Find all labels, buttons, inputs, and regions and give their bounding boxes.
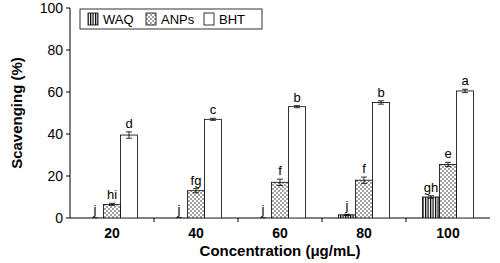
- bar: [104, 204, 121, 218]
- y-tick: [66, 176, 70, 177]
- significance-letter: f: [362, 161, 366, 176]
- error-bar: [260, 218, 266, 219]
- y-tick: [66, 218, 70, 219]
- legend-label: ANPs: [161, 12, 195, 27]
- significance-letter: gh: [424, 180, 438, 195]
- bar: [289, 107, 306, 218]
- x-tick: [154, 218, 155, 222]
- error-bar: [462, 89, 468, 92]
- y-tick: [66, 134, 70, 135]
- y-tick-label: 100: [40, 0, 64, 16]
- bar: [205, 119, 222, 218]
- bars: [92, 89, 474, 218]
- y-tick-label: 20: [47, 168, 63, 184]
- x-tick-label: 20: [104, 225, 120, 241]
- legend-swatch: [146, 13, 156, 25]
- y-tick-label: 80: [47, 42, 63, 58]
- error-bar: [92, 218, 98, 219]
- x-tick: [322, 218, 323, 222]
- y-tick-label: 40: [47, 126, 63, 142]
- legend-swatch: [204, 13, 214, 25]
- y-axis-line: [70, 8, 71, 218]
- x-tick-label: 100: [436, 225, 460, 241]
- significance-letter: b: [377, 85, 384, 100]
- significance-letter: f: [278, 163, 282, 178]
- legend-box: [80, 9, 262, 29]
- bar: [373, 103, 390, 219]
- bar: [255, 218, 272, 219]
- legend-label: BHT: [219, 12, 245, 27]
- error-bar: [361, 177, 367, 183]
- x-tick-label: 80: [356, 225, 372, 241]
- error-bar: [428, 196, 434, 199]
- x-tick: [406, 218, 407, 222]
- bar: [457, 91, 474, 218]
- error-bar: [378, 101, 384, 104]
- y-tick-label: 60: [47, 84, 63, 100]
- error-bar: [445, 162, 451, 166]
- error-bar: [277, 179, 283, 185]
- bar: [356, 180, 373, 218]
- legend: WAQ ANPs BHT: [80, 9, 262, 29]
- chart-svg: 0 20 40 60 80 100 20 40 60 80 100 Concentration (μg…: [0, 0, 500, 263]
- x-tick: [238, 218, 239, 222]
- bar: [188, 191, 205, 218]
- y-axis-title: Scavenging (%): [8, 57, 25, 169]
- significance-letter: j: [261, 202, 265, 217]
- legend-label: WAQ: [103, 12, 134, 27]
- bar: [272, 182, 289, 218]
- significance-letter: b: [293, 90, 300, 105]
- significance-letter: d: [125, 116, 132, 131]
- significance-letter: j: [177, 202, 181, 217]
- bar: [171, 218, 188, 219]
- y-tick: [66, 8, 70, 9]
- x-tick-label: 60: [272, 225, 288, 241]
- bar: [87, 218, 104, 219]
- bar: [440, 164, 457, 218]
- significance-letter: fg: [191, 173, 202, 188]
- error-bar: [344, 214, 350, 215]
- y-tick: [66, 92, 70, 93]
- error-bar: [193, 189, 199, 193]
- y-tick-label: 0: [55, 210, 63, 226]
- error-bar: [109, 203, 115, 205]
- x-axis-title: Concentration (μg/mL): [200, 242, 361, 259]
- error-bar: [126, 132, 132, 138]
- bar: [339, 215, 356, 218]
- bar: [423, 197, 440, 218]
- legend-swatch: [88, 13, 98, 25]
- chart-container: 0 20 40 60 80 100 20 40 60 80 100 Concentration (μg…: [0, 0, 500, 263]
- error-bar: [210, 118, 216, 120]
- error-bar: [176, 218, 182, 219]
- annotations: j j j j gh hi fg f f e d c b b a: [93, 73, 470, 217]
- x-tick-label: 40: [188, 225, 204, 241]
- significance-letter: c: [210, 102, 217, 117]
- y-tick: [66, 50, 70, 51]
- error-bar: [294, 106, 300, 108]
- significance-letter: j: [93, 202, 97, 217]
- bar: [121, 135, 138, 218]
- significance-letter: e: [444, 146, 451, 161]
- significance-letter: a: [461, 73, 469, 88]
- significance-letter: j: [345, 198, 349, 213]
- significance-letter: hi: [107, 187, 117, 202]
